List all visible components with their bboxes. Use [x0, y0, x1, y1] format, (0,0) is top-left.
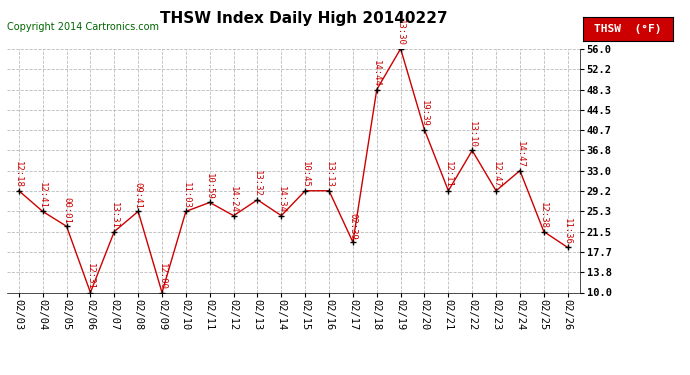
Text: 14:24: 14:24 [229, 186, 238, 213]
Text: 12:18: 12:18 [14, 161, 23, 188]
Text: 12:11: 12:11 [444, 161, 453, 188]
Text: Copyright 2014 Cartronics.com: Copyright 2014 Cartronics.com [7, 22, 159, 33]
Text: 13:30: 13:30 [396, 19, 405, 46]
Text: 14:44: 14:44 [373, 60, 382, 87]
Text: 14:34: 14:34 [277, 186, 286, 213]
Text: 14:47: 14:47 [515, 141, 524, 168]
Text: 10:45: 10:45 [301, 161, 310, 188]
Text: 19:39: 19:39 [420, 100, 429, 127]
Text: 00:01: 00:01 [62, 196, 71, 223]
Text: 11:36: 11:36 [563, 218, 572, 244]
Text: THSW Index Daily High 20140227: THSW Index Daily High 20140227 [160, 11, 447, 26]
Text: THSW  (°F): THSW (°F) [594, 24, 662, 34]
Text: 13:32: 13:32 [253, 170, 262, 197]
Text: 09:41: 09:41 [134, 182, 143, 209]
Text: 10:59: 10:59 [205, 173, 214, 200]
Text: 12:38: 12:38 [540, 202, 549, 229]
Text: 13:10: 13:10 [468, 121, 477, 148]
Text: 02:39: 02:39 [348, 213, 357, 239]
Text: 12:00: 12:00 [157, 263, 166, 290]
Text: 12:41: 12:41 [38, 182, 47, 209]
Text: 11:03: 11:03 [181, 182, 190, 209]
Text: 13:13: 13:13 [324, 161, 333, 188]
Text: 13:31: 13:31 [110, 202, 119, 229]
Text: 12:31: 12:31 [86, 263, 95, 290]
Text: 12:47: 12:47 [491, 161, 500, 188]
